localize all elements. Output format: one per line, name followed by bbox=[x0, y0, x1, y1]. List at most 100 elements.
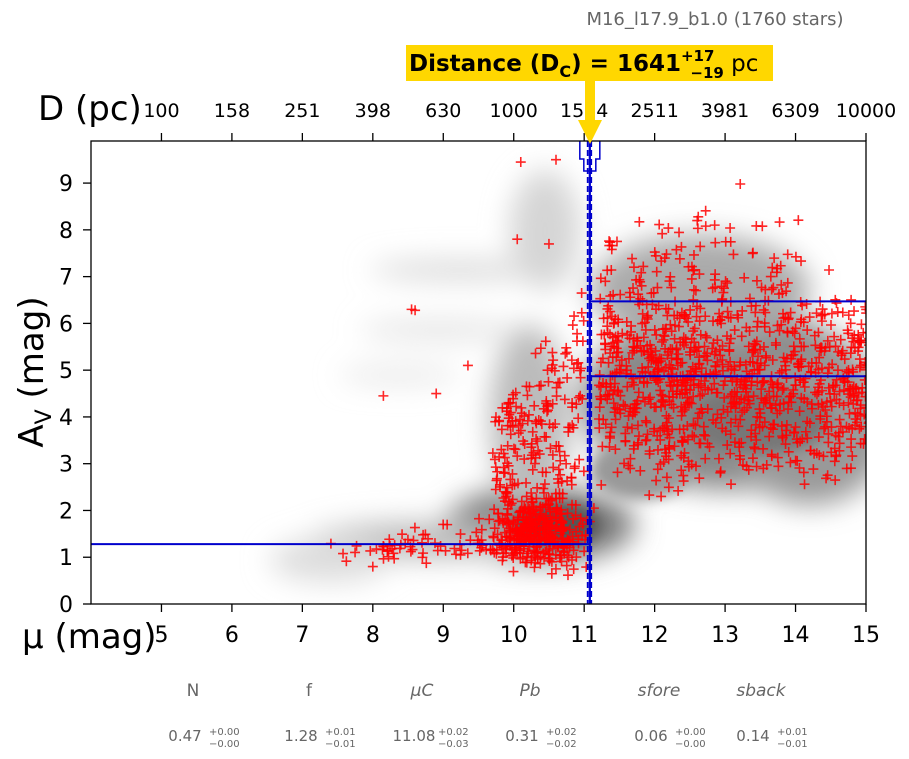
star-marker bbox=[776, 319, 787, 330]
star-marker bbox=[553, 464, 564, 475]
star-marker bbox=[823, 437, 834, 448]
star-marker bbox=[561, 347, 572, 358]
param-value: 0.47 bbox=[168, 727, 201, 745]
star-marker bbox=[637, 308, 648, 319]
star-marker bbox=[708, 338, 719, 349]
star-marker bbox=[862, 331, 866, 334]
star-marker bbox=[669, 333, 680, 344]
y-tick-label: 8 bbox=[59, 219, 73, 244]
star-marker bbox=[512, 234, 523, 245]
star-marker bbox=[797, 433, 808, 444]
star-marker bbox=[614, 360, 625, 371]
star-marker bbox=[642, 310, 653, 321]
star-marker bbox=[462, 548, 473, 559]
star-marker bbox=[562, 372, 573, 383]
star-marker bbox=[697, 407, 708, 418]
star-marker bbox=[861, 364, 866, 375]
star-marker bbox=[665, 271, 676, 282]
star-marker bbox=[620, 401, 631, 412]
star-marker bbox=[747, 453, 758, 464]
star-marker bbox=[518, 533, 529, 544]
star-marker bbox=[848, 390, 859, 401]
star-marker bbox=[778, 352, 789, 363]
star-marker bbox=[648, 287, 659, 298]
star-marker bbox=[547, 543, 558, 554]
star-marker bbox=[694, 358, 705, 369]
star-marker bbox=[493, 508, 504, 519]
star-marker bbox=[799, 381, 810, 392]
star-marker bbox=[845, 348, 856, 359]
star-marker bbox=[534, 533, 545, 544]
star-marker bbox=[627, 253, 638, 264]
star-marker bbox=[832, 365, 843, 376]
y-axis-label: AV (mag) bbox=[12, 296, 57, 447]
star-marker bbox=[741, 461, 752, 472]
star-marker bbox=[600, 276, 611, 287]
star-marker bbox=[606, 422, 617, 433]
star-marker bbox=[575, 365, 586, 376]
star-marker bbox=[854, 354, 865, 365]
star-marker bbox=[814, 352, 825, 363]
param-minus-error: −0.00 bbox=[209, 739, 240, 750]
star-marker bbox=[496, 444, 507, 455]
star-marker bbox=[558, 361, 569, 372]
star-marker bbox=[627, 347, 638, 358]
star-marker bbox=[543, 549, 554, 560]
star-marker bbox=[821, 397, 832, 408]
star-marker bbox=[554, 377, 565, 388]
star-marker bbox=[638, 261, 649, 272]
star-marker bbox=[489, 454, 500, 465]
star-marker bbox=[639, 317, 650, 328]
star-marker bbox=[610, 331, 621, 342]
star-marker bbox=[432, 545, 443, 556]
param-minus-error: −0.01 bbox=[777, 739, 808, 750]
star-marker bbox=[747, 247, 758, 258]
star-marker bbox=[671, 244, 682, 255]
star-marker bbox=[560, 537, 571, 548]
star-marker bbox=[771, 391, 782, 402]
star-marker bbox=[761, 459, 772, 470]
star-marker bbox=[507, 468, 518, 479]
star-marker bbox=[709, 220, 720, 231]
top-tick-label: 158 bbox=[214, 100, 250, 122]
star-marker bbox=[666, 282, 677, 293]
star-marker bbox=[496, 424, 507, 435]
star-marker bbox=[676, 465, 687, 476]
star-marker bbox=[719, 283, 730, 294]
param-name: sback bbox=[736, 681, 786, 701]
star-marker bbox=[654, 219, 665, 230]
star-marker bbox=[489, 523, 500, 534]
star-marker bbox=[663, 303, 674, 314]
star-marker bbox=[508, 443, 519, 454]
star-marker bbox=[846, 434, 857, 445]
star-marker bbox=[625, 453, 636, 464]
star-marker bbox=[714, 314, 725, 325]
star-marker bbox=[692, 223, 703, 234]
star-marker bbox=[531, 493, 542, 504]
star-marker bbox=[505, 474, 516, 485]
star-marker bbox=[613, 317, 624, 328]
star-marker bbox=[862, 367, 866, 369]
star-marker bbox=[726, 479, 737, 490]
star-marker bbox=[573, 413, 584, 424]
star-marker bbox=[539, 479, 550, 490]
star-marker bbox=[560, 348, 571, 359]
star-marker bbox=[833, 427, 844, 438]
star-marker bbox=[860, 357, 866, 368]
star-marker bbox=[567, 398, 578, 409]
star-marker bbox=[487, 448, 498, 459]
star-marker bbox=[661, 447, 672, 458]
star-marker bbox=[814, 378, 825, 389]
star-marker bbox=[787, 326, 798, 337]
star-marker bbox=[576, 363, 587, 374]
star-marker bbox=[856, 319, 866, 330]
star-marker bbox=[722, 440, 733, 451]
star-marker bbox=[341, 556, 352, 567]
star-marker bbox=[830, 380, 841, 391]
star-marker bbox=[666, 326, 677, 337]
star-marker bbox=[816, 398, 827, 409]
star-marker bbox=[501, 519, 512, 530]
star-marker bbox=[652, 464, 663, 475]
x-tick-label: 5 bbox=[154, 623, 168, 648]
star-marker bbox=[567, 531, 578, 542]
